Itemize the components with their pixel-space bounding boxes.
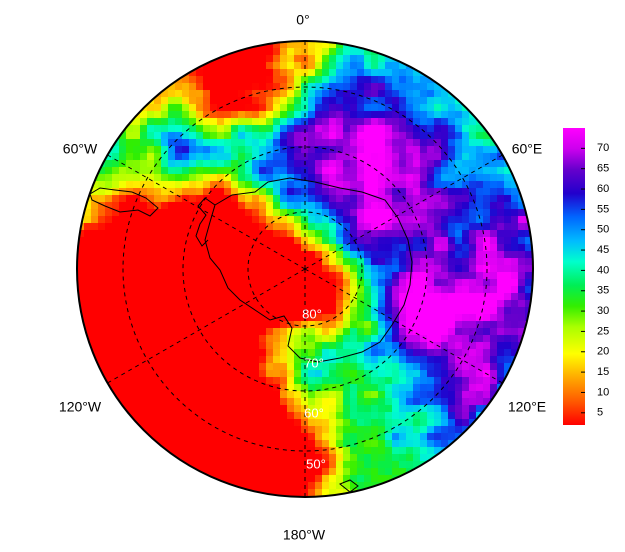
meridian-line	[107, 268, 306, 384]
colorbar-tick-label: 50	[597, 224, 609, 236]
lat-label-80: 80°	[302, 306, 322, 321]
lat-circle	[122, 86, 488, 452]
colorbar-tick-label: 60	[597, 183, 609, 195]
longitude-labels: 0° 60°E 120°E 180°W 120°W 60°W	[59, 12, 546, 543]
colorbar-tick-label: 15	[597, 366, 609, 378]
colorbar-tick-label: 55	[597, 203, 609, 215]
colorbar-ramp	[563, 128, 585, 425]
colorbar-tick-label: 45	[597, 244, 609, 256]
latitude-labels: 80° 70° 60° 50°	[302, 306, 326, 471]
coastline	[89, 177, 413, 493]
colorbar-tick-label: 30	[597, 305, 609, 317]
colorbar: 5 10 15 20 25 30 35 40 45 50 55 60 65 70	[563, 128, 609, 425]
data-field	[77, 41, 533, 497]
colorbar-tick-label: 65	[597, 163, 609, 175]
lat-label-70: 70°	[304, 355, 324, 370]
lon-label-180w: 180°W	[283, 527, 326, 543]
lon-label-120w: 120°W	[59, 399, 102, 415]
colorbar-tick-label: 35	[597, 285, 609, 297]
meridian-line	[304, 154, 503, 270]
colorbar-tick-label: 20	[597, 346, 609, 358]
map-boundary	[76, 40, 534, 498]
meridian-line	[304, 268, 503, 384]
colorbar-tick-label: 5	[597, 407, 603, 419]
meridian-line	[107, 154, 306, 270]
colorbar-tick-label: 25	[597, 325, 609, 337]
lon-label-60w: 60°W	[63, 141, 98, 157]
lat-circle	[182, 146, 428, 392]
colorbar-ticks: 5 10 15 20 25 30 35 40 45 50 55 60 65 70	[581, 142, 609, 419]
lat-label-60: 60°	[304, 405, 324, 420]
lon-label-0: 0°	[296, 12, 309, 28]
colorbar-tick-label: 40	[597, 264, 609, 276]
lon-label-120e: 120°E	[508, 399, 546, 415]
colorbar-tick-label: 10	[597, 386, 609, 398]
lon-label-60e: 60°E	[512, 141, 543, 157]
lat-label-50: 50°	[306, 456, 326, 471]
colorbar-tick-label: 70	[597, 142, 609, 154]
graticule	[107, 41, 503, 497]
